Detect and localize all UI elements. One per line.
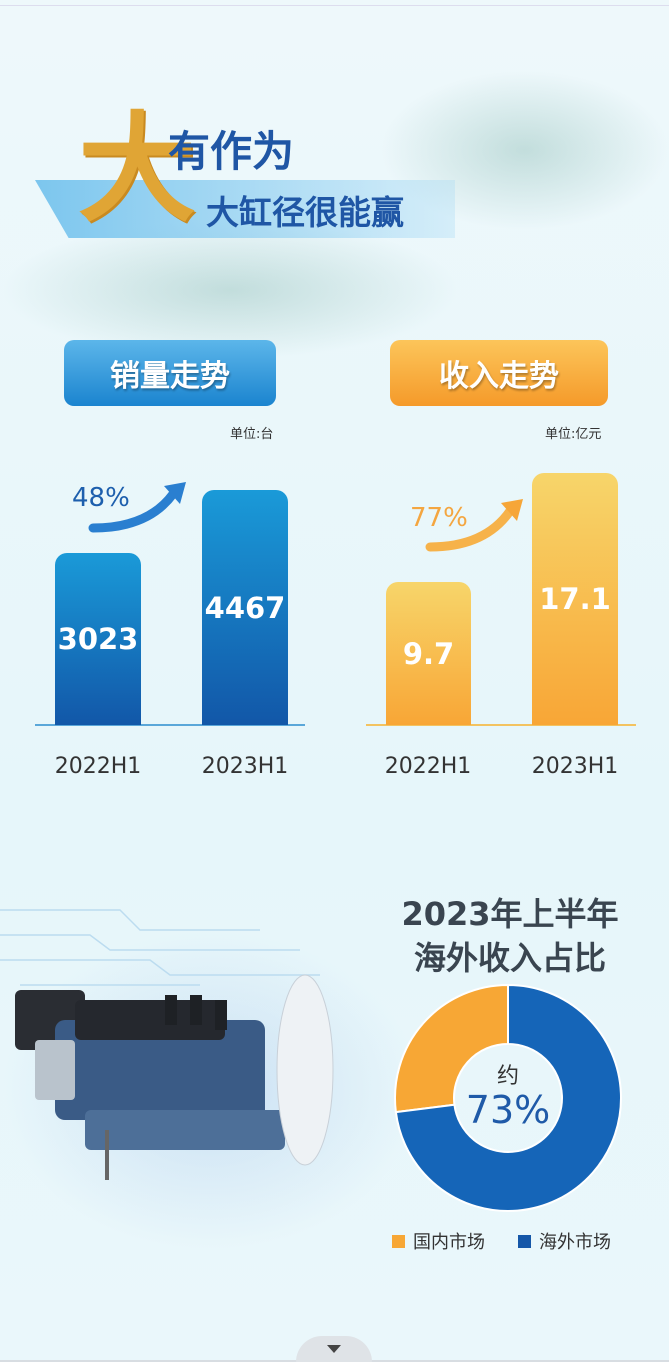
x-tick-label: 2022H1 <box>54 754 142 779</box>
donut-center-prefix: 约 <box>496 1064 519 1089</box>
legend-swatch <box>392 1234 405 1248</box>
revenue-bar-2023h1: 17.1 <box>532 473 618 725</box>
engine-image <box>15 974 334 1180</box>
legend-swatch <box>518 1234 531 1248</box>
growth-arrow-icon <box>425 499 523 552</box>
donut-title: 2023年上半年 海外收入占比 <box>385 892 635 980</box>
revenue-bar-2022h1: 9.7 <box>386 582 471 725</box>
revenue-unit: 单位:亿元 <box>545 427 602 442</box>
chevron-down-icon <box>327 1345 341 1353</box>
page-title: 有作为 <box>168 127 295 176</box>
revenue-growth-label: 77% <box>410 503 468 533</box>
scroll-down-button[interactable] <box>296 1336 372 1362</box>
legend-item-domestic: 国内市场 <box>392 1228 485 1254</box>
big-calligraphy-char: 大 <box>78 99 197 238</box>
legend-label: 海外市场 <box>539 1232 611 1253</box>
donut-chart <box>394 983 622 1212</box>
donut-title-line: 2023年上半年 <box>401 895 619 933</box>
x-tick-label: 2023H1 <box>531 754 619 779</box>
top-divider <box>0 5 669 6</box>
revenue-trend-heading: 收入走势 <box>390 340 608 406</box>
legend-label: 国内市场 <box>413 1232 485 1253</box>
data-label: 17.1 <box>539 582 611 616</box>
sales-baseline <box>35 724 305 726</box>
page-subtitle: 大缸径很能赢 <box>206 193 404 232</box>
title-banner <box>35 180 455 238</box>
donut-center-label: 73% <box>465 1088 551 1132</box>
sales-trend-heading: 销量走势 <box>64 340 276 406</box>
growth-arrow-icon <box>88 482 186 533</box>
revenue-baseline <box>366 724 636 726</box>
legend-item-overseas: 海外市场 <box>518 1228 611 1254</box>
data-label: 9.7 <box>402 636 455 671</box>
sales-bar-2022h1: 3023 <box>55 553 141 725</box>
data-label: 4467 <box>204 590 286 625</box>
cloud-decoration <box>0 220 460 360</box>
sales-bar-2023h1: 4467 <box>202 490 288 725</box>
sales-unit: 单位:台 <box>230 427 274 442</box>
data-label: 3023 <box>57 622 139 657</box>
donut-slice-overseas <box>394 983 622 1212</box>
donut-title-line: 海外收入占比 <box>413 939 606 977</box>
x-tick-label: 2022H1 <box>384 754 472 779</box>
x-tick-label: 2023H1 <box>201 754 289 779</box>
donut-slice-domestic <box>394 983 509 1114</box>
sales-growth-label: 48% <box>72 483 130 513</box>
circuit-lines-decoration <box>0 909 320 986</box>
